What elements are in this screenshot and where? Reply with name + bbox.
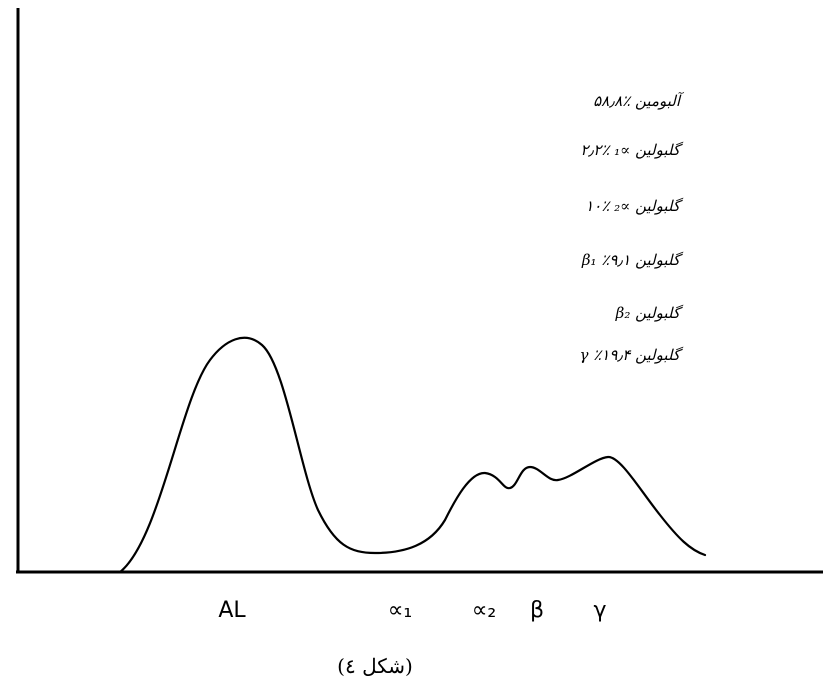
legend-entry-alpha2: گلبولین ∝₂ ٪۱۰ [585,197,684,215]
tick-label-alpha1: ∝₁ [388,598,413,623]
tick-label-al: AL [218,598,246,623]
protein-fraction-curve [118,336,707,574]
legend-entry-beta2: گلبولین β₂ [615,304,684,322]
figure-caption: (شکل ٤) [337,654,413,678]
legend-entry-alpha1: گلبولین ∝₁ ٪۲٫۲ [580,141,684,159]
tick-label-alpha2: ∝₂ [472,598,497,623]
legend-entry-beta1: گلبولین β₁ ٪۹٫۱ [581,251,684,269]
tick-label-beta: β [530,598,544,623]
legend-entry-albumin: آلبومین ٪۵۸٫۸ [593,91,685,110]
tick-label-gamma: γ [593,598,606,623]
fraction-legend: آلبومین ٪۵۸٫۸ گلبولین ∝₁ ٪۲٫۲ گلبولین ∝₂… [579,91,684,364]
legend-entry-gamma: گلبولین γ ٪۱۹٫۴ [579,346,683,364]
